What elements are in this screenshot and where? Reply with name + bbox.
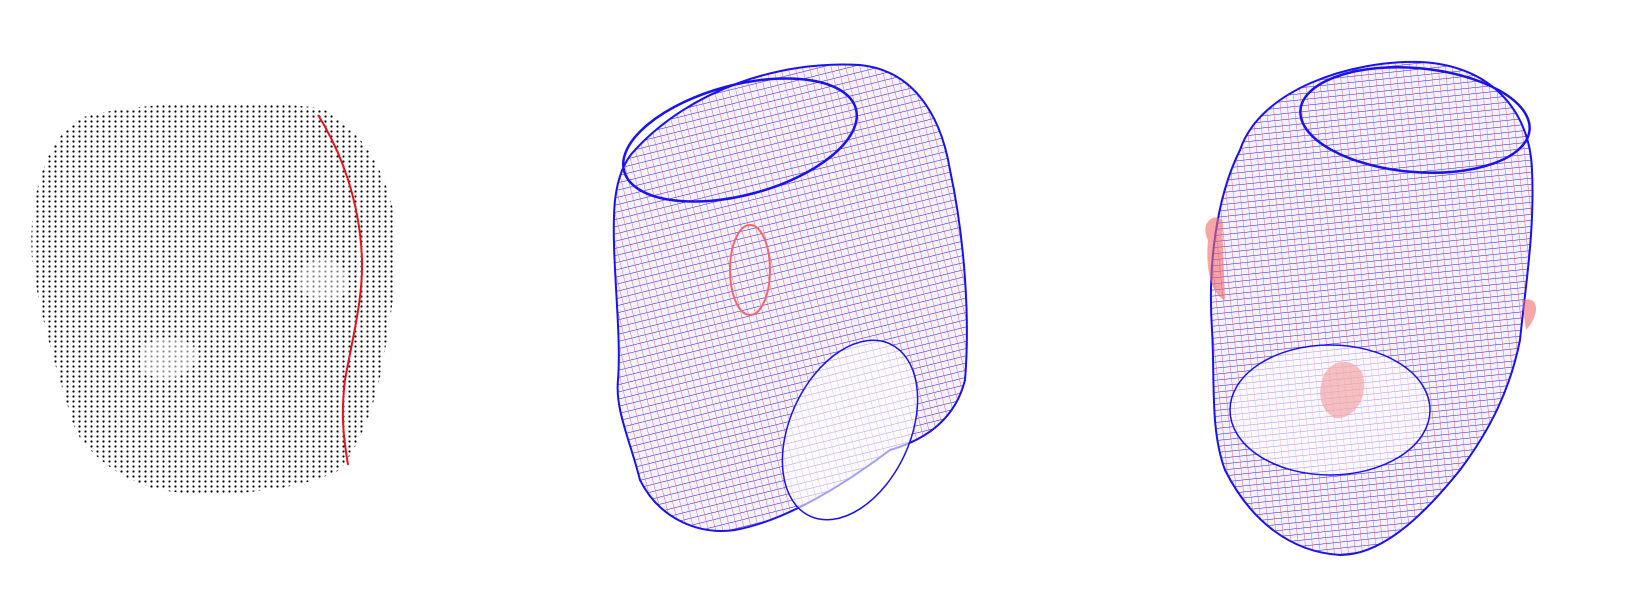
sample-curve <box>317 114 364 466</box>
mesh-head-bottom-figure <box>1205 60 1537 557</box>
mesh-head-side-panel <box>540 0 1080 595</box>
mesh-head-bottom-panel <box>1100 0 1627 595</box>
point-cloud-head-figure <box>31 102 397 494</box>
point-cloud-head-panel <box>0 0 520 595</box>
wireframe-mesh <box>612 63 968 532</box>
mesh-head-side-figure <box>612 63 968 532</box>
point-cloud <box>31 102 397 494</box>
wireframe-mesh <box>1205 60 1537 557</box>
